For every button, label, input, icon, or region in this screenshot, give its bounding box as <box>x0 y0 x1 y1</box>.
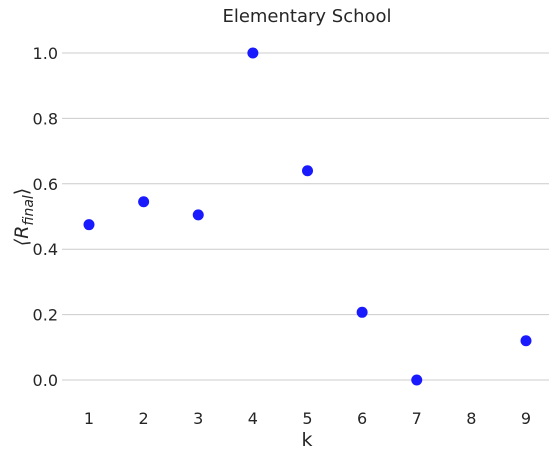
data-point <box>356 306 368 318</box>
y-tick-label: 1.0 <box>33 44 58 63</box>
y-tick-label: 0.6 <box>33 175 58 194</box>
data-point <box>138 196 150 208</box>
y-axis-label-subscript: final <box>21 195 37 225</box>
x-tick-label: 9 <box>521 409 531 428</box>
x-tick-label: 6 <box>357 409 367 428</box>
x-tick-labels: 1 2 3 4 5 6 7 8 9 <box>84 409 531 428</box>
data-point <box>192 209 204 221</box>
x-tick-label: 8 <box>466 409 476 428</box>
x-tick-label: 3 <box>193 409 203 428</box>
y-tick-labels: 0.0 0.2 0.4 0.6 0.8 1.0 <box>33 44 58 390</box>
y-tick-label: 0.0 <box>33 371 58 390</box>
y-axis-label-main: ⟨R <box>11 226 33 247</box>
data-point <box>302 165 313 177</box>
y-tick-label: 0.2 <box>33 306 58 325</box>
y-axis-label: ⟨Rfinal⟩ <box>11 188 37 246</box>
data-point <box>411 374 423 386</box>
y-tick-label: 0.8 <box>33 109 58 128</box>
y-axis-label-close: ⟩ <box>11 188 33 195</box>
x-tick-label: 4 <box>248 409 258 428</box>
y-tick-label: 0.4 <box>33 240 58 259</box>
data-points <box>83 47 532 386</box>
data-point <box>247 47 259 59</box>
x-tick-label: 2 <box>139 409 149 428</box>
data-point <box>83 219 95 231</box>
y-gridlines <box>62 52 549 381</box>
x-tick-label: 1 <box>84 409 94 428</box>
x-tick-label: 7 <box>412 409 422 428</box>
data-point <box>520 335 532 347</box>
x-axis-label: k <box>301 429 312 451</box>
chart-title: Elementary School <box>222 6 391 27</box>
x-tick-label: 5 <box>302 409 312 428</box>
